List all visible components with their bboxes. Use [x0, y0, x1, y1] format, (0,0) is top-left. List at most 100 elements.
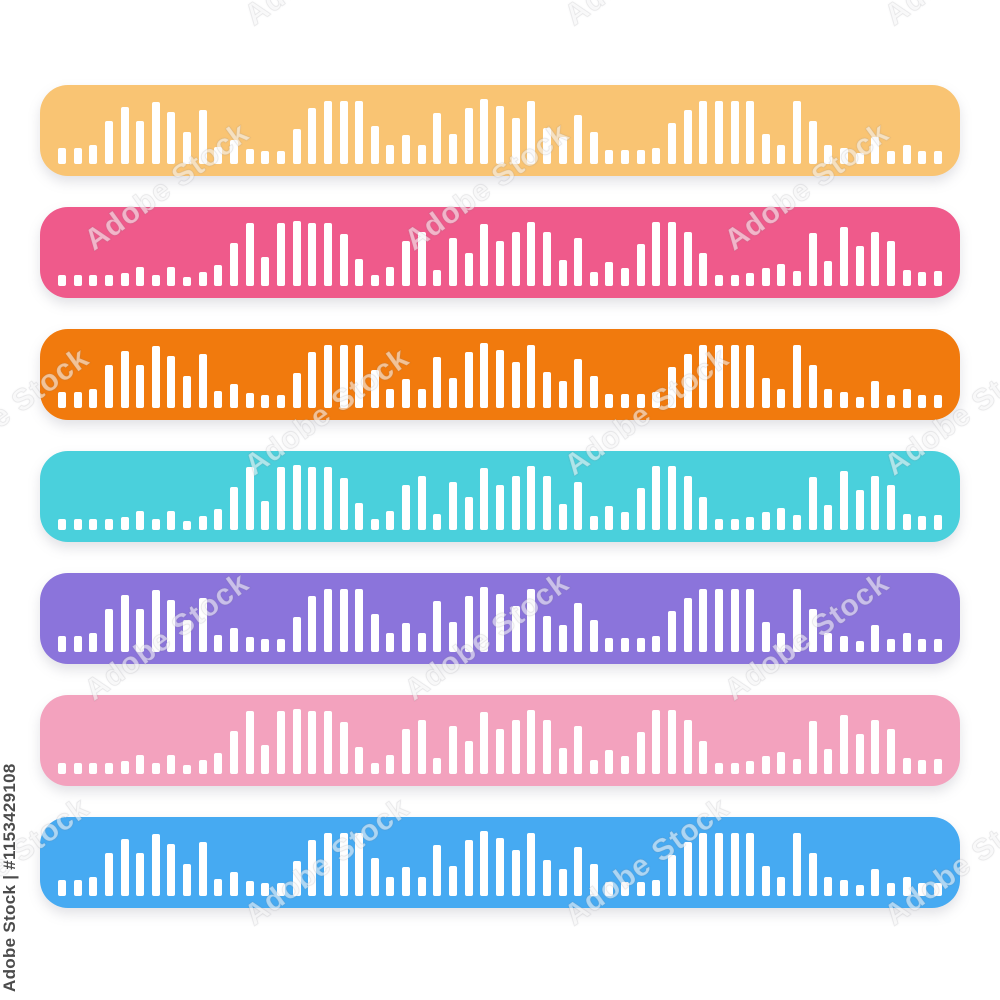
- waveform-bar: [480, 343, 489, 408]
- waveform-bar: [511, 232, 520, 286]
- waveform-bar: [542, 128, 551, 164]
- waveform-bar: [449, 134, 458, 164]
- waveform-bar: [120, 517, 129, 530]
- waveform-bar: [370, 614, 379, 652]
- waveform-bar: [667, 710, 676, 774]
- waveform-bar: [855, 734, 864, 774]
- waveform-bar: [527, 833, 536, 896]
- waveform-bar: [495, 241, 504, 286]
- waveform-bar: [714, 345, 723, 408]
- waveform-bar: [840, 880, 849, 896]
- waveform-bar: [871, 381, 880, 408]
- waveform-bar: [840, 636, 849, 652]
- waveform-bar: [120, 351, 129, 408]
- waveform-bar: [527, 589, 536, 652]
- waveform-bar: [214, 265, 223, 286]
- waveform-bar: [605, 506, 614, 530]
- waveform-bar: [464, 253, 473, 286]
- waveform-bar: [386, 145, 395, 164]
- waveform-bar: [933, 883, 942, 896]
- waveform-bar: [120, 273, 129, 286]
- waveform-bar: [558, 869, 567, 896]
- waveform-bar: [214, 753, 223, 774]
- waveform-bar: [886, 241, 895, 286]
- waveform-bar: [386, 633, 395, 652]
- waveform-bar: [89, 633, 98, 652]
- waveform-bar: [527, 466, 536, 530]
- waveform-bar: [699, 101, 708, 164]
- waveform-bar: [730, 763, 739, 774]
- waveform-bar: [73, 880, 82, 896]
- waveform-bar: [104, 853, 113, 896]
- waveform-bar: [261, 745, 270, 774]
- waveform-bar: [558, 625, 567, 652]
- waveform-bar: [308, 223, 317, 286]
- stock-id-watermark: Adobe Stock | #1153429108: [0, 763, 19, 992]
- waveform-bar: [824, 505, 833, 530]
- waveform-bar: [464, 596, 473, 652]
- waveform-bar: [58, 519, 66, 530]
- waveform-bar: [886, 151, 895, 164]
- waveform-bar: [370, 858, 379, 896]
- waveform-bar: [714, 275, 723, 286]
- waveform-bar: [777, 145, 786, 164]
- waveform-bar: [652, 636, 661, 652]
- waveform-bar: [198, 110, 207, 164]
- waveform-bar: [261, 501, 270, 530]
- waveform-bar: [214, 509, 223, 530]
- waveform-bar: [574, 847, 583, 896]
- waveform-bar: [370, 275, 379, 286]
- waveform-bar: [855, 246, 864, 286]
- waveform-bar: [276, 395, 285, 408]
- waveform-bar: [323, 101, 332, 164]
- waveform-bar: [370, 763, 379, 774]
- waveform-bar: [511, 850, 520, 896]
- waveform-bar: [746, 101, 755, 164]
- waveform-bar: [511, 476, 520, 530]
- waveform-bar: [855, 153, 864, 164]
- waveform-strip-list: [40, 85, 960, 939]
- waveform-bar: [902, 389, 911, 408]
- waveform-bar: [746, 761, 755, 774]
- waveform-bar: [230, 872, 239, 896]
- waveform-bar: [902, 270, 911, 286]
- waveform-bar: [433, 113, 442, 164]
- waveform-bar: [589, 516, 598, 530]
- waveform-bar: [151, 834, 160, 896]
- waveform-strip-amber: [40, 85, 960, 176]
- waveform-strip-orange: [40, 329, 960, 420]
- waveform-bar: [683, 232, 692, 286]
- waveform-bar: [136, 267, 145, 286]
- waveform-bar: [370, 126, 379, 164]
- waveform-bar: [183, 521, 192, 530]
- waveform-bar: [714, 763, 723, 774]
- waveform-bar: [402, 867, 411, 896]
- adobe-stock-watermark-tile: Adobe Stock: [878, 0, 1000, 33]
- waveform-bar: [621, 268, 630, 286]
- waveform-bar: [183, 864, 192, 896]
- waveform-bar: [855, 490, 864, 530]
- waveform-bar: [136, 609, 145, 652]
- waveform-bar: [824, 389, 833, 408]
- waveform-bar: [886, 729, 895, 774]
- waveform-bar: [183, 620, 192, 652]
- waveform-bar: [605, 882, 614, 896]
- waveform-bar: [824, 749, 833, 774]
- waveform-bar: [136, 755, 145, 774]
- waveform-bar: [136, 853, 145, 896]
- waveform-bar: [230, 628, 239, 652]
- waveform-bar: [699, 833, 708, 896]
- waveform-bar: [402, 485, 411, 530]
- waveform-bar: [245, 223, 254, 286]
- waveform-bar: [746, 833, 755, 896]
- waveform-bar: [417, 145, 426, 164]
- waveform-bar: [480, 831, 489, 896]
- waveform-bar: [308, 108, 317, 164]
- waveform-bar: [558, 137, 567, 164]
- waveform-bar: [918, 883, 927, 896]
- waveform-bar: [871, 625, 880, 652]
- waveform-bar: [886, 395, 895, 408]
- adobe-stock-watermark-tile: Adobe Stock: [0, 0, 96, 33]
- waveform-bar: [449, 866, 458, 896]
- waveform-bar: [339, 345, 348, 408]
